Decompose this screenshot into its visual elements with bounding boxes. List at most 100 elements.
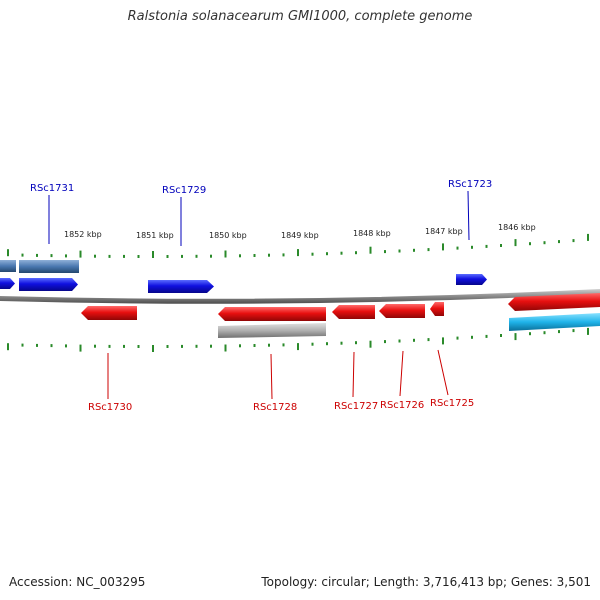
inner-minor-tick [123, 344, 125, 348]
outer-major-tick [224, 250, 227, 258]
scale-label-1848: 1848 kbp [353, 229, 391, 238]
outer-minor-tick [326, 252, 328, 256]
inner-minor-tick [500, 334, 502, 337]
gene-feature-rsc1729[interactable] [148, 280, 214, 293]
outer-minor-tick [413, 248, 415, 252]
other-feature-forward-left-a[interactable] [0, 260, 16, 272]
inner-minor-tick [253, 344, 256, 347]
inner-minor-tick [268, 343, 270, 347]
inner-major-tick [7, 343, 9, 351]
outer-minor-tick [398, 249, 401, 253]
inner-major-tick [442, 337, 444, 345]
outer-minor-tick [108, 254, 111, 258]
forward-gene-labels: RSc1731 RSc1729 RSc1723 [30, 179, 492, 196]
inner-minor-tick [21, 343, 24, 347]
gene-label-rsc1730[interactable]: RSc1730 [88, 402, 132, 413]
gene-label-rsc1731[interactable]: RSc1731 [30, 183, 74, 194]
inner-minor-tick [384, 340, 386, 344]
gene-label-rsc1728[interactable]: RSc1728 [253, 402, 297, 413]
inner-minor-tick [471, 335, 473, 339]
scale-label-1850: 1850 kbp [209, 231, 247, 240]
outer-minor-tick [21, 253, 24, 257]
forward-gene-leaders [48, 190, 470, 246]
outer-tick-track [7, 233, 589, 258]
outer-minor-tick [384, 250, 386, 254]
outer-minor-tick [268, 253, 270, 257]
inner-minor-tick [108, 344, 111, 348]
accession-text: Accession: NC_003295 [9, 575, 146, 589]
other-feature-forward-left-b[interactable] [19, 260, 79, 273]
inner-minor-tick [427, 338, 430, 342]
gene-label-rsc1729[interactable]: RSc1729 [162, 185, 206, 196]
inner-major-tick [297, 343, 299, 351]
gene-feature-rsc1726[interactable] [379, 304, 425, 318]
outer-minor-tick [311, 252, 314, 256]
gene-feature-rsc1725[interactable] [430, 302, 444, 316]
inner-tick-track [7, 327, 589, 352]
outer-minor-tick [195, 254, 198, 258]
outer-minor-tick [239, 254, 241, 258]
inner-minor-tick [94, 344, 96, 348]
inner-minor-tick [311, 342, 314, 346]
outer-minor-tick [253, 254, 256, 257]
gene-feature-right-edge[interactable] [508, 293, 600, 311]
outer-minor-tick [500, 244, 502, 247]
scale-labels: 1852 kbp 1851 kbp 1850 kbp 1849 kbp 1848… [64, 223, 536, 240]
topology-text: Topology: circular; Length: 3,716,413 bp… [261, 575, 591, 589]
outer-minor-tick [558, 240, 560, 244]
outer-minor-tick [123, 254, 125, 258]
inner-minor-tick [36, 343, 38, 347]
outer-minor-tick [65, 254, 67, 258]
inner-minor-tick [65, 344, 67, 348]
gene-feature-rsc1732[interactable] [0, 278, 15, 289]
inner-minor-tick [137, 345, 140, 348]
gene-label-rsc1726[interactable]: RSc1726 [380, 400, 424, 411]
genome-backbone [0, 289, 600, 304]
outer-minor-tick [36, 253, 38, 257]
cyan-feature[interactable] [509, 313, 600, 331]
scale-label-1849: 1849 kbp [281, 231, 319, 240]
outer-minor-tick [282, 253, 285, 257]
outer-minor-tick [456, 246, 459, 250]
outer-major-tick [152, 251, 154, 258]
outer-major-tick [514, 239, 517, 247]
inner-minor-tick [195, 344, 198, 348]
outer-minor-tick [210, 254, 212, 258]
gene-label-rsc1725[interactable]: RSc1725 [430, 398, 474, 409]
inner-minor-tick [413, 338, 415, 342]
outer-major-tick [369, 246, 372, 254]
outer-major-tick [79, 250, 82, 258]
outer-minor-tick [427, 248, 430, 252]
outer-major-tick [297, 249, 299, 257]
other-feature-reverse-grey[interactable] [218, 323, 326, 338]
outer-major-tick [442, 243, 444, 251]
outer-minor-tick [471, 245, 473, 249]
outer-minor-tick [340, 251, 343, 255]
gene-feature-rsc1723[interactable] [456, 274, 487, 285]
outer-minor-tick [166, 255, 169, 258]
gene-feature-rsc1730[interactable] [81, 306, 137, 320]
gene-label-rsc1727[interactable]: RSc1727 [334, 401, 378, 412]
outer-minor-tick [543, 241, 546, 245]
scale-label-1846: 1846 kbp [498, 223, 536, 232]
reverse-gene-leaders [107, 349, 449, 400]
inner-minor-tick [239, 344, 241, 348]
inner-minor-tick [340, 341, 343, 345]
gene-label-rsc1723[interactable]: RSc1723 [448, 179, 492, 190]
reverse-strand-track [81, 293, 600, 338]
inner-major-tick [514, 333, 517, 341]
gene-feature-rsc1731[interactable] [19, 278, 78, 291]
inner-minor-tick [181, 344, 183, 348]
inner-minor-tick [166, 345, 169, 348]
inner-minor-tick [210, 344, 212, 348]
inner-minor-tick [355, 341, 357, 345]
scale-label-1851: 1851 kbp [136, 231, 174, 240]
genome-title: Ralstonia solanacearum GMI1000, complete… [127, 9, 473, 24]
inner-major-tick [369, 340, 372, 348]
outer-minor-tick [50, 254, 53, 258]
gene-feature-rsc1728[interactable] [218, 307, 326, 321]
gene-feature-rsc1727[interactable] [332, 305, 375, 319]
outer-major-tick [7, 249, 9, 257]
outer-minor-tick [94, 254, 96, 258]
